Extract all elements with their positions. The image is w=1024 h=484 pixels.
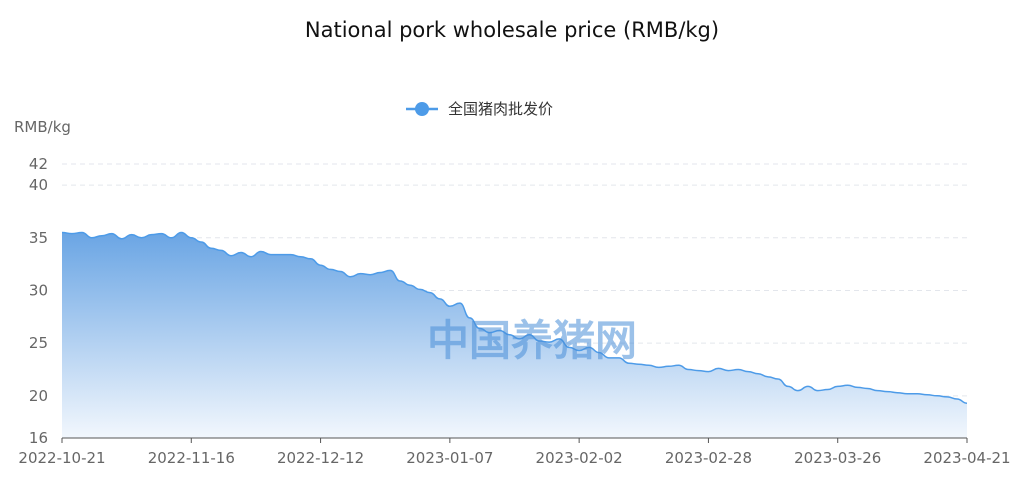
x-axis-ticks: 2022-10-21 2022-11-16 2022-12-12 2023-01-07… <box>18 438 1011 467</box>
y-tick-label: 42 <box>29 155 48 173</box>
y-tick-label: 40 <box>29 176 48 194</box>
x-tick-label: 2022-10-21 <box>18 449 105 467</box>
x-tick-label: 2023-04-21 <box>923 449 1010 467</box>
watermark: 中国养猪网 <box>427 316 637 365</box>
x-tick-label: 2023-01-07 <box>406 449 493 467</box>
x-tick-label: 2023-02-28 <box>665 449 752 467</box>
y-tick-label: 25 <box>29 334 48 352</box>
legend-label: 全国猪肉批发价 <box>448 100 553 118</box>
y-axis-ticks: 16 20 25 30 35 40 42 <box>29 155 48 447</box>
y-tick-label: 30 <box>29 281 48 299</box>
y-tick-label: 35 <box>29 229 48 247</box>
y-tick-label: 20 <box>29 387 48 405</box>
price-area <box>62 232 967 438</box>
legend[interactable]: 全国猪肉批发价 <box>406 100 553 118</box>
x-tick-label: 2022-11-16 <box>148 449 235 467</box>
x-tick-label: 2022-12-12 <box>277 449 364 467</box>
y-axis-unit: RMB/kg <box>14 118 71 136</box>
legend-marker-icon <box>415 102 429 116</box>
price-line <box>61 231 968 404</box>
y-tick-label: 16 <box>29 429 48 447</box>
x-tick-label: 2023-02-02 <box>536 449 623 467</box>
chart-title: National pork wholesale price (RMB/kg) <box>305 18 719 42</box>
x-tick-label: 2023-03-26 <box>794 449 881 467</box>
